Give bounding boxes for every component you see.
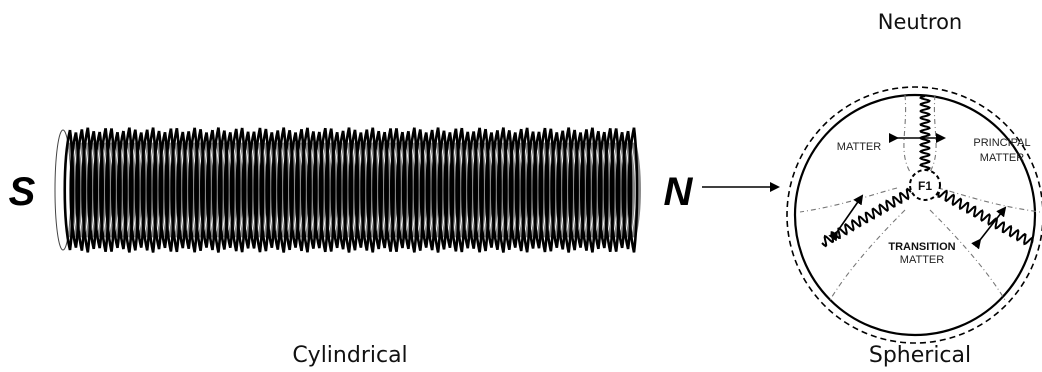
coil-front-turn [627,127,639,253]
inner-solid-circle [793,93,1037,337]
south-pole-label: S [9,170,36,214]
center-node [909,169,941,201]
cylindrical-coil [54,127,641,253]
outer-dashed-circle [786,86,1042,344]
cylindrical-label: Cylindrical [292,343,407,368]
double-arrows [828,133,1007,250]
north-pole-label: N [664,170,694,214]
spherical-neutron: F1 MATTER PRINCIPAL MATTER TRANSITION MA… [786,86,1042,344]
spherical-label: Spherical [869,343,971,368]
region-matter-label: MATTER [837,141,881,153]
region-transition-line2: MATTER [900,254,944,266]
center-node-label: F1 [918,179,932,193]
region-transition-line1: TRANSITION [888,241,955,253]
coil-front-turns [63,127,639,253]
neutron-label: Neutron [878,10,963,34]
region-principal-line1: PRINCIPAL [973,137,1030,149]
region-principal-line2: MATTER [980,152,1024,164]
